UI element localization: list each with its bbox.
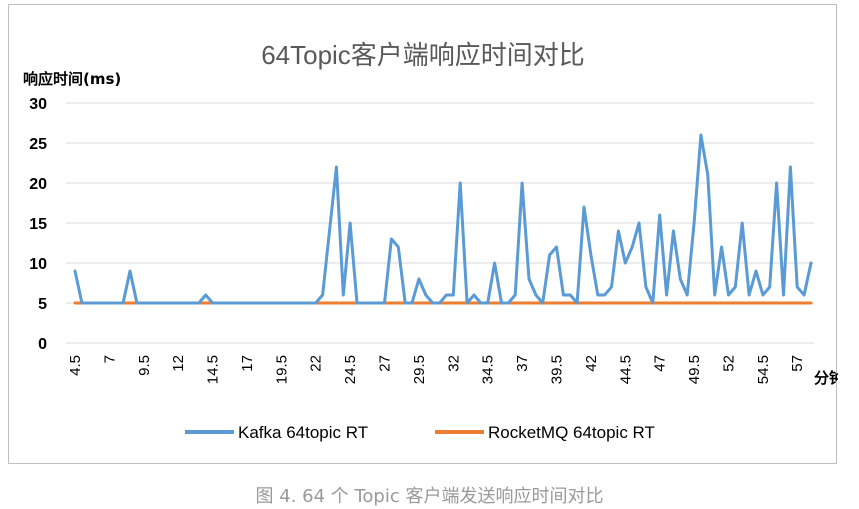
y-tick-label: 10 [29,256,47,273]
x-tick-label: 32 [445,355,462,372]
x-tick-label: 4.5 [67,355,84,376]
x-tick-label: 39.5 [548,355,565,384]
x-tick-label: 7 [101,355,118,363]
x-tick-label: 19.5 [273,355,290,384]
chart-title: 64Topic客户端响应时间对比 [261,40,585,70]
x-tick-label: 14.5 [205,355,222,384]
y-tick-label: 5 [38,296,47,313]
x-tick-label: 17 [239,355,256,372]
series-lines [73,133,813,305]
x-tick-label: 24.5 [342,355,359,384]
x-tick-label: 37 [514,355,531,372]
x-tick-label: 42 [583,355,600,372]
y-tick-label: 0 [38,336,47,353]
y-tick-labels: 0 5 10 15 20 25 30 [29,96,47,353]
series-line-0 [73,133,813,305]
y-axis-label: 响应时间(ms) [23,70,121,88]
chart-frame: 64Topic客户端响应时间对比 响应时间(ms) 分钟 0 5 10 15 20 25 3… [8,4,838,464]
y-tick-label: 15 [29,216,47,233]
x-tick-label: 9.5 [136,355,153,376]
x-tick-label: 12 [170,355,187,372]
x-axis-label: 分钟 [814,369,838,387]
x-tick-label: 27 [377,355,394,372]
y-tick-label: 20 [29,176,47,193]
legend-label-0: Kafka 64topic RT [238,423,368,442]
figure-caption: 图 4. 64 个 Topic 客户端发送响应时间对比 [255,486,604,507]
x-tick-label: 44.5 [617,355,634,384]
x-tick-label: 49.5 [686,355,703,384]
legend-label-1: RocketMQ 64topic RT [488,423,655,442]
x-tick-label: 34.5 [480,355,497,384]
x-tick-label: 22 [308,355,325,372]
x-tick-label: 54.5 [755,355,772,384]
x-tick-label: 52 [720,355,737,372]
line-chart: 64Topic客户端响应时间对比 响应时间(ms) 分钟 0 5 10 15 20 25 3… [23,40,838,442]
legend: Kafka 64topic RT RocketMQ 64topic RT [185,423,655,442]
x-tick-labels: 4.5 7 9.5 12 14.5 17 19.5 22 24.5 27 29.5 32 34.5 37 3… [67,355,806,384]
y-tick-label: 25 [29,136,47,153]
y-tick-label: 30 [29,96,47,113]
x-tick-label: 29.5 [411,355,428,384]
x-tick-label: 57 [789,355,806,372]
x-tick-label: 47 [652,355,669,372]
